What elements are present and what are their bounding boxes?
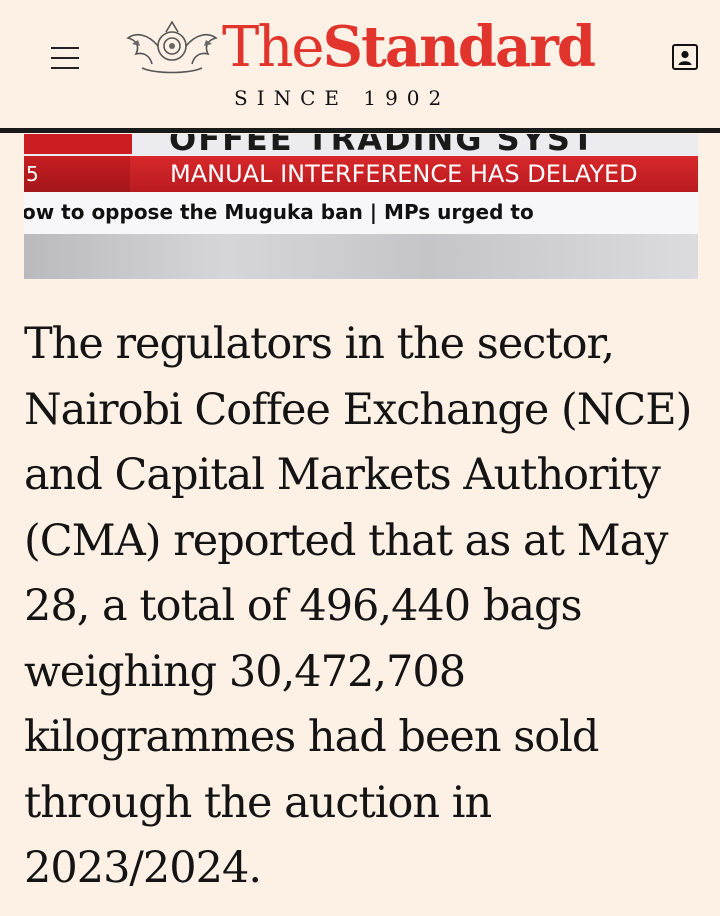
ticker-scroll-text: ow to oppose the Muguka ban | MPs urged … [24, 200, 534, 224]
logo-the: The [222, 15, 325, 80]
logo-wordmark: TheStandard [222, 12, 596, 82]
ticker-title-bar: OFFEE TRADING SYST [24, 134, 698, 158]
site-logo[interactable]: TheStandard SINCE 1902 [122, 12, 632, 122]
ticker-headline: MANUAL INTERFERENCE HAS DELAYED [170, 160, 638, 188]
ticker-channel-tag [24, 134, 132, 154]
crest-logo-icon [126, 20, 218, 74]
article-image[interactable]: OFFEE TRADING SYST 5 MANUAL INTERFERENCE… [24, 134, 698, 279]
image-background [24, 234, 698, 279]
site-header: TheStandard SINCE 1902 [0, 0, 720, 133]
logo-since: SINCE 1902 [234, 86, 451, 110]
ticker-number: 5 [24, 156, 130, 192]
account-icon [678, 50, 692, 65]
header-divider [0, 128, 720, 133]
menu-button[interactable] [48, 44, 82, 72]
ticker-title-fragment: OFFEE TRADING SYST [169, 134, 596, 158]
ticker-scroll-bar: ow to oppose the Muguka ban | MPs urged … [24, 192, 698, 234]
account-button[interactable] [672, 44, 698, 70]
article-paragraph: The regulators in the sector, Nairobi Co… [24, 319, 692, 893]
logo-standard: Standard [322, 14, 596, 80]
hamburger-menu-icon [51, 47, 79, 49]
ticker-headline-bar: 5 MANUAL INTERFERENCE HAS DELAYED [24, 156, 698, 192]
